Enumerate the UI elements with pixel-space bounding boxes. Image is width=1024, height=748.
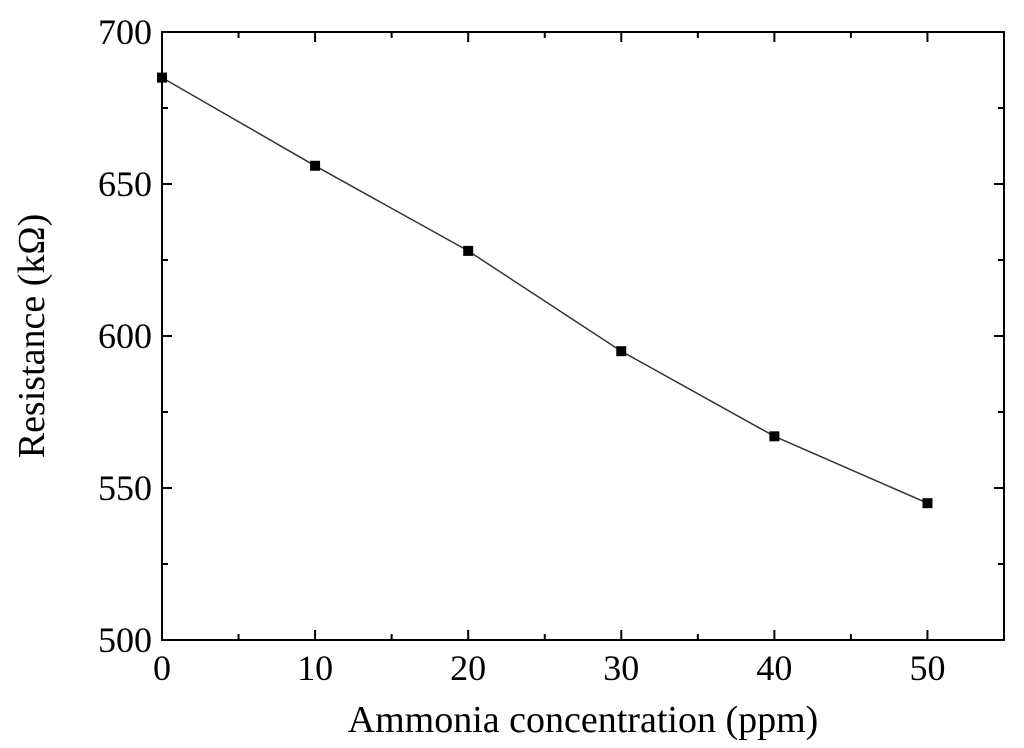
x-tick-label: 40	[756, 648, 792, 688]
y-tick-label: 550	[98, 468, 152, 508]
data-point	[616, 346, 627, 357]
x-tick-label: 50	[909, 648, 945, 688]
x-axis-title: Ammonia concentration (ppm)	[348, 699, 819, 741]
plot-frame	[161, 31, 1005, 641]
y-tick-label: 700	[98, 12, 152, 52]
y-tick-label: 500	[98, 620, 152, 660]
series-line	[161, 76, 928, 504]
series-layer	[157, 72, 933, 509]
axis-ticks	[161, 31, 1005, 641]
y-tick-label: 600	[98, 316, 152, 356]
data-point	[769, 431, 780, 442]
x-tick-label: 0	[153, 648, 171, 688]
data-point	[922, 498, 933, 509]
x-tick-label: 10	[297, 648, 333, 688]
x-tick-label: 30	[603, 648, 639, 688]
data-point	[310, 160, 321, 171]
y-axis-title: Resistance (kΩ)	[11, 214, 53, 459]
y-tick-label: 650	[98, 164, 152, 204]
data-point	[157, 72, 167, 83]
x-tick-label: 20	[450, 648, 486, 688]
tick-labels: 0 10 20 30 40 50 500 550 600 650 700	[98, 12, 945, 688]
data-point	[463, 245, 474, 256]
